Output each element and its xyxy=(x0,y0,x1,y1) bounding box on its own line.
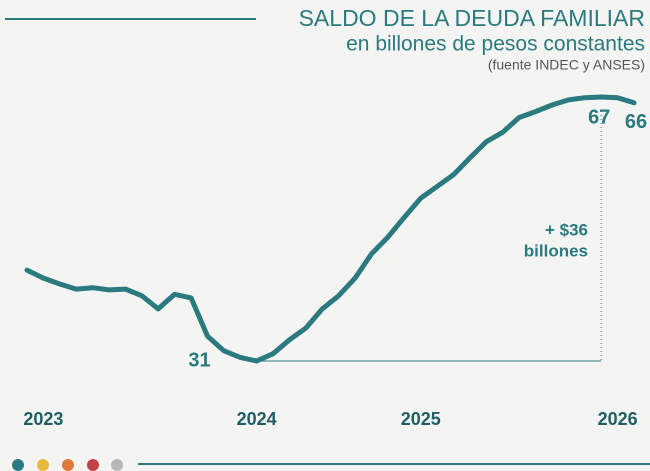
chart-title: SALDO DE LA DEUDA FAMILIAR xyxy=(299,5,645,31)
line xyxy=(24,94,637,364)
x-tick-label: 2026 xyxy=(598,409,638,429)
chart-subtitle: en billones de pesos constantes xyxy=(346,33,645,56)
source: (fuente INDEC y ANSES) xyxy=(488,57,645,73)
footer-dots xyxy=(12,459,123,471)
annotation: + $36 xyxy=(545,220,588,239)
annotation: billones xyxy=(524,241,588,260)
x-tick-label: 2023 xyxy=(23,409,63,429)
x-tick-label: 2024 xyxy=(237,409,277,429)
data-label: 67 xyxy=(588,106,610,128)
data-label: 31 xyxy=(188,349,210,371)
data-label: 66 xyxy=(625,111,647,133)
x-tick-label: 2025 xyxy=(401,409,441,429)
